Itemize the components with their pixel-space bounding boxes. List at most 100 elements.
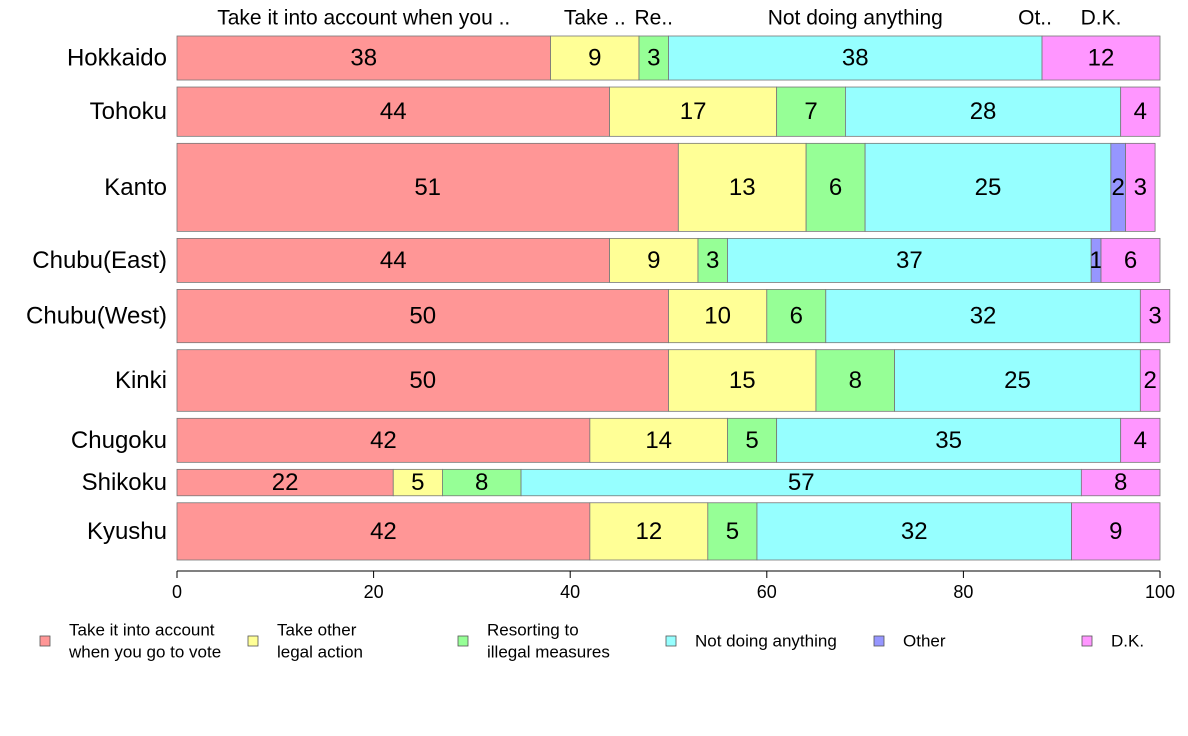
data-label-hokkaido-not-doing-anything: 38 — [842, 45, 869, 72]
legend-label-take-other-legal-action-1: Take other — [277, 621, 357, 640]
series-header-take-it-into-account-when-you-go-to-vote: Take it into account when you .. — [217, 7, 510, 30]
bar-tohoku-not-doing-anything — [845, 86, 1122, 137]
data-label-chugoku-d-k: 4 — [1134, 427, 1147, 454]
bar-kyushu-take-other-legal-action — [589, 502, 709, 561]
bar-hokkaido-not-doing-anything — [668, 35, 1043, 81]
bar-kanto-take-other-legal-action — [677, 142, 807, 232]
category-label-chubu-east: Chubu(East) — [32, 247, 167, 274]
data-label-chubu-west-d-k: 3 — [1148, 303, 1161, 330]
legend-swatch-d-k — [1081, 635, 1093, 647]
bar-chubu-east-d-k — [1100, 237, 1161, 283]
bar-kanto-not-doing-anything — [864, 142, 1112, 232]
data-label-chubu-west-take-it-into-account-when-you-go-to-vote: 50 — [409, 303, 436, 330]
data-label-chubu-west-not-doing-anything: 32 — [970, 303, 997, 330]
data-label-tohoku-not-doing-anything: 28 — [970, 98, 997, 125]
data-label-shikoku-take-other-legal-action: 5 — [411, 469, 424, 496]
legend-label-take-it-into-account-when-you-go-to-vote-1: Take it into account — [69, 621, 215, 640]
data-label-chugoku-take-it-into-account-when-you-go-to-vote: 42 — [370, 427, 397, 454]
bar-kinki-d-k — [1139, 349, 1161, 412]
bar-hokkaido-d-k — [1041, 35, 1161, 81]
x-tick-label-0: 0 — [172, 582, 182, 602]
bar-kyushu-resorting-to-illegal-measures — [707, 502, 758, 561]
legend: Take it into account when you go to vote T… — [39, 621, 1144, 662]
data-label-hokkaido-d-k: 12 — [1088, 45, 1115, 72]
category-label-chubu-west: Chubu(West) — [26, 303, 167, 330]
legend-label-take-it-into-account-when-you-go-to-vote-2: when you go to vote — [68, 643, 221, 662]
bar-hokkaido-take-other-legal-action — [550, 35, 640, 81]
bar-tohoku-resorting-to-illegal-measures — [776, 86, 846, 137]
legend-swatch-other — [873, 635, 885, 647]
data-label-chubu-east-d-k: 6 — [1124, 247, 1137, 274]
series-header-labels: Take it into account when you .. Take .. R… — [217, 7, 1121, 30]
data-label-chugoku-not-doing-anything: 35 — [935, 427, 962, 454]
category-label-tohoku: Tohoku — [90, 98, 167, 125]
x-tick-label-20: 20 — [364, 582, 384, 602]
category-labels: Hokkaido Tohoku Kanto Chubu(East) Chubu(West… — [26, 45, 167, 545]
data-label-hokkaido-take-it-into-account-when-you-go-to-vote: 38 — [350, 45, 377, 72]
bar-tohoku-d-k — [1120, 86, 1161, 137]
data-label-kyushu-take-it-into-account-when-you-go-to-vote: 42 — [370, 518, 397, 545]
bar-hokkaido-take-it-into-account-when-you-go-to-vote — [176, 35, 551, 81]
legend-label-resorting-to-illegal-measures-1: Resorting to — [487, 621, 579, 640]
bar-tohoku-take-other-legal-action — [609, 86, 778, 137]
bar-kinki-take-other-legal-action — [668, 349, 817, 412]
data-label-kinki-take-other-legal-action: 15 — [729, 367, 756, 394]
bar-chubu-west-resorting-to-illegal-measures — [766, 289, 827, 344]
bar-kinki-not-doing-anything — [894, 349, 1141, 412]
data-label-kinki-d-k: 2 — [1143, 367, 1156, 394]
data-label-chubu-east-take-other-legal-action: 9 — [647, 247, 660, 274]
data-label-tohoku-d-k: 4 — [1134, 98, 1147, 125]
data-label-kanto-resorting-to-illegal-measures: 6 — [829, 174, 842, 201]
bar-chubu-west-take-other-legal-action — [668, 289, 768, 344]
x-tick-label-40: 40 — [560, 582, 580, 602]
category-label-shikoku: Shikoku — [82, 469, 167, 496]
x-tick-label-60: 60 — [757, 582, 777, 602]
category-label-kinki: Kinki — [115, 367, 167, 394]
bar-shikoku-resorting-to-illegal-measures — [442, 468, 522, 497]
legend-label-other: Other — [903, 632, 946, 651]
data-label-chubu-east-resorting-to-illegal-measures: 3 — [706, 247, 719, 274]
data-label-shikoku-resorting-to-illegal-measures: 8 — [475, 469, 488, 496]
bar-kyushu-not-doing-anything — [756, 502, 1072, 561]
bar-kyushu-d-k — [1071, 502, 1161, 561]
data-label-chugoku-resorting-to-illegal-measures: 5 — [745, 427, 758, 454]
bar-chugoku-d-k — [1120, 417, 1161, 463]
data-label-shikoku-d-k: 8 — [1114, 469, 1127, 496]
series-header-d-k: D.K. — [1081, 7, 1122, 30]
data-label-chubu-east-not-doing-anything: 37 — [896, 247, 923, 274]
bar-chubu-west-d-k — [1139, 289, 1171, 344]
data-label-chubu-east-other: 1 — [1089, 247, 1102, 274]
series-header-take-other-legal-action: Take .. — [564, 7, 626, 30]
data-label-kanto-not-doing-anything: 25 — [975, 174, 1002, 201]
bar-kinki-take-it-into-account-when-you-go-to-vote — [176, 349, 669, 412]
bar-chubu-east-take-it-into-account-when-you-go-to-vote — [176, 237, 610, 283]
data-label-kyushu-d-k: 9 — [1109, 518, 1122, 545]
data-label-tohoku-take-other-legal-action: 17 — [680, 98, 707, 125]
data-label-kinki-not-doing-anything: 25 — [1004, 367, 1031, 394]
category-label-chugoku: Chugoku — [71, 427, 167, 454]
bar-kanto-resorting-to-illegal-measures — [805, 142, 866, 232]
legend-swatch-take-it-into-account-when-you-go-to-vote — [39, 635, 51, 647]
bar-tohoku-take-it-into-account-when-you-go-to-vote — [176, 86, 610, 137]
data-label-chubu-west-take-other-legal-action: 10 — [704, 303, 731, 330]
data-label-kyushu-take-other-legal-action: 12 — [635, 518, 662, 545]
data-label-tohoku-resorting-to-illegal-measures: 7 — [804, 98, 817, 125]
series-header-resorting-to-illegal-measures: Re.. — [634, 7, 673, 30]
data-label-kanto-d-k: 3 — [1134, 174, 1147, 201]
bar-chubu-east-take-other-legal-action — [609, 237, 699, 283]
bar-kanto-d-k — [1125, 142, 1156, 232]
legend-label-resorting-to-illegal-measures-2: illegal measures — [487, 643, 610, 662]
data-label-hokkaido-take-other-legal-action: 9 — [588, 45, 601, 72]
x-tick-label-100: 100 — [1145, 582, 1175, 602]
data-label-kyushu-resorting-to-illegal-measures: 5 — [726, 518, 739, 545]
bar-chubu-east-not-doing-anything — [727, 237, 1092, 283]
legend-label-not-doing-anything: Not doing anything — [695, 632, 837, 651]
x-axis: 0 20 40 60 80 100 — [172, 570, 1175, 602]
data-label-chubu-east-take-it-into-account-when-you-go-to-vote: 44 — [380, 247, 407, 274]
bar-chugoku-not-doing-anything — [776, 417, 1122, 463]
bar-kyushu-take-it-into-account-when-you-go-to-vote — [176, 502, 591, 561]
data-label-chugoku-take-other-legal-action: 14 — [645, 427, 672, 454]
x-tick-label-80: 80 — [953, 582, 973, 602]
